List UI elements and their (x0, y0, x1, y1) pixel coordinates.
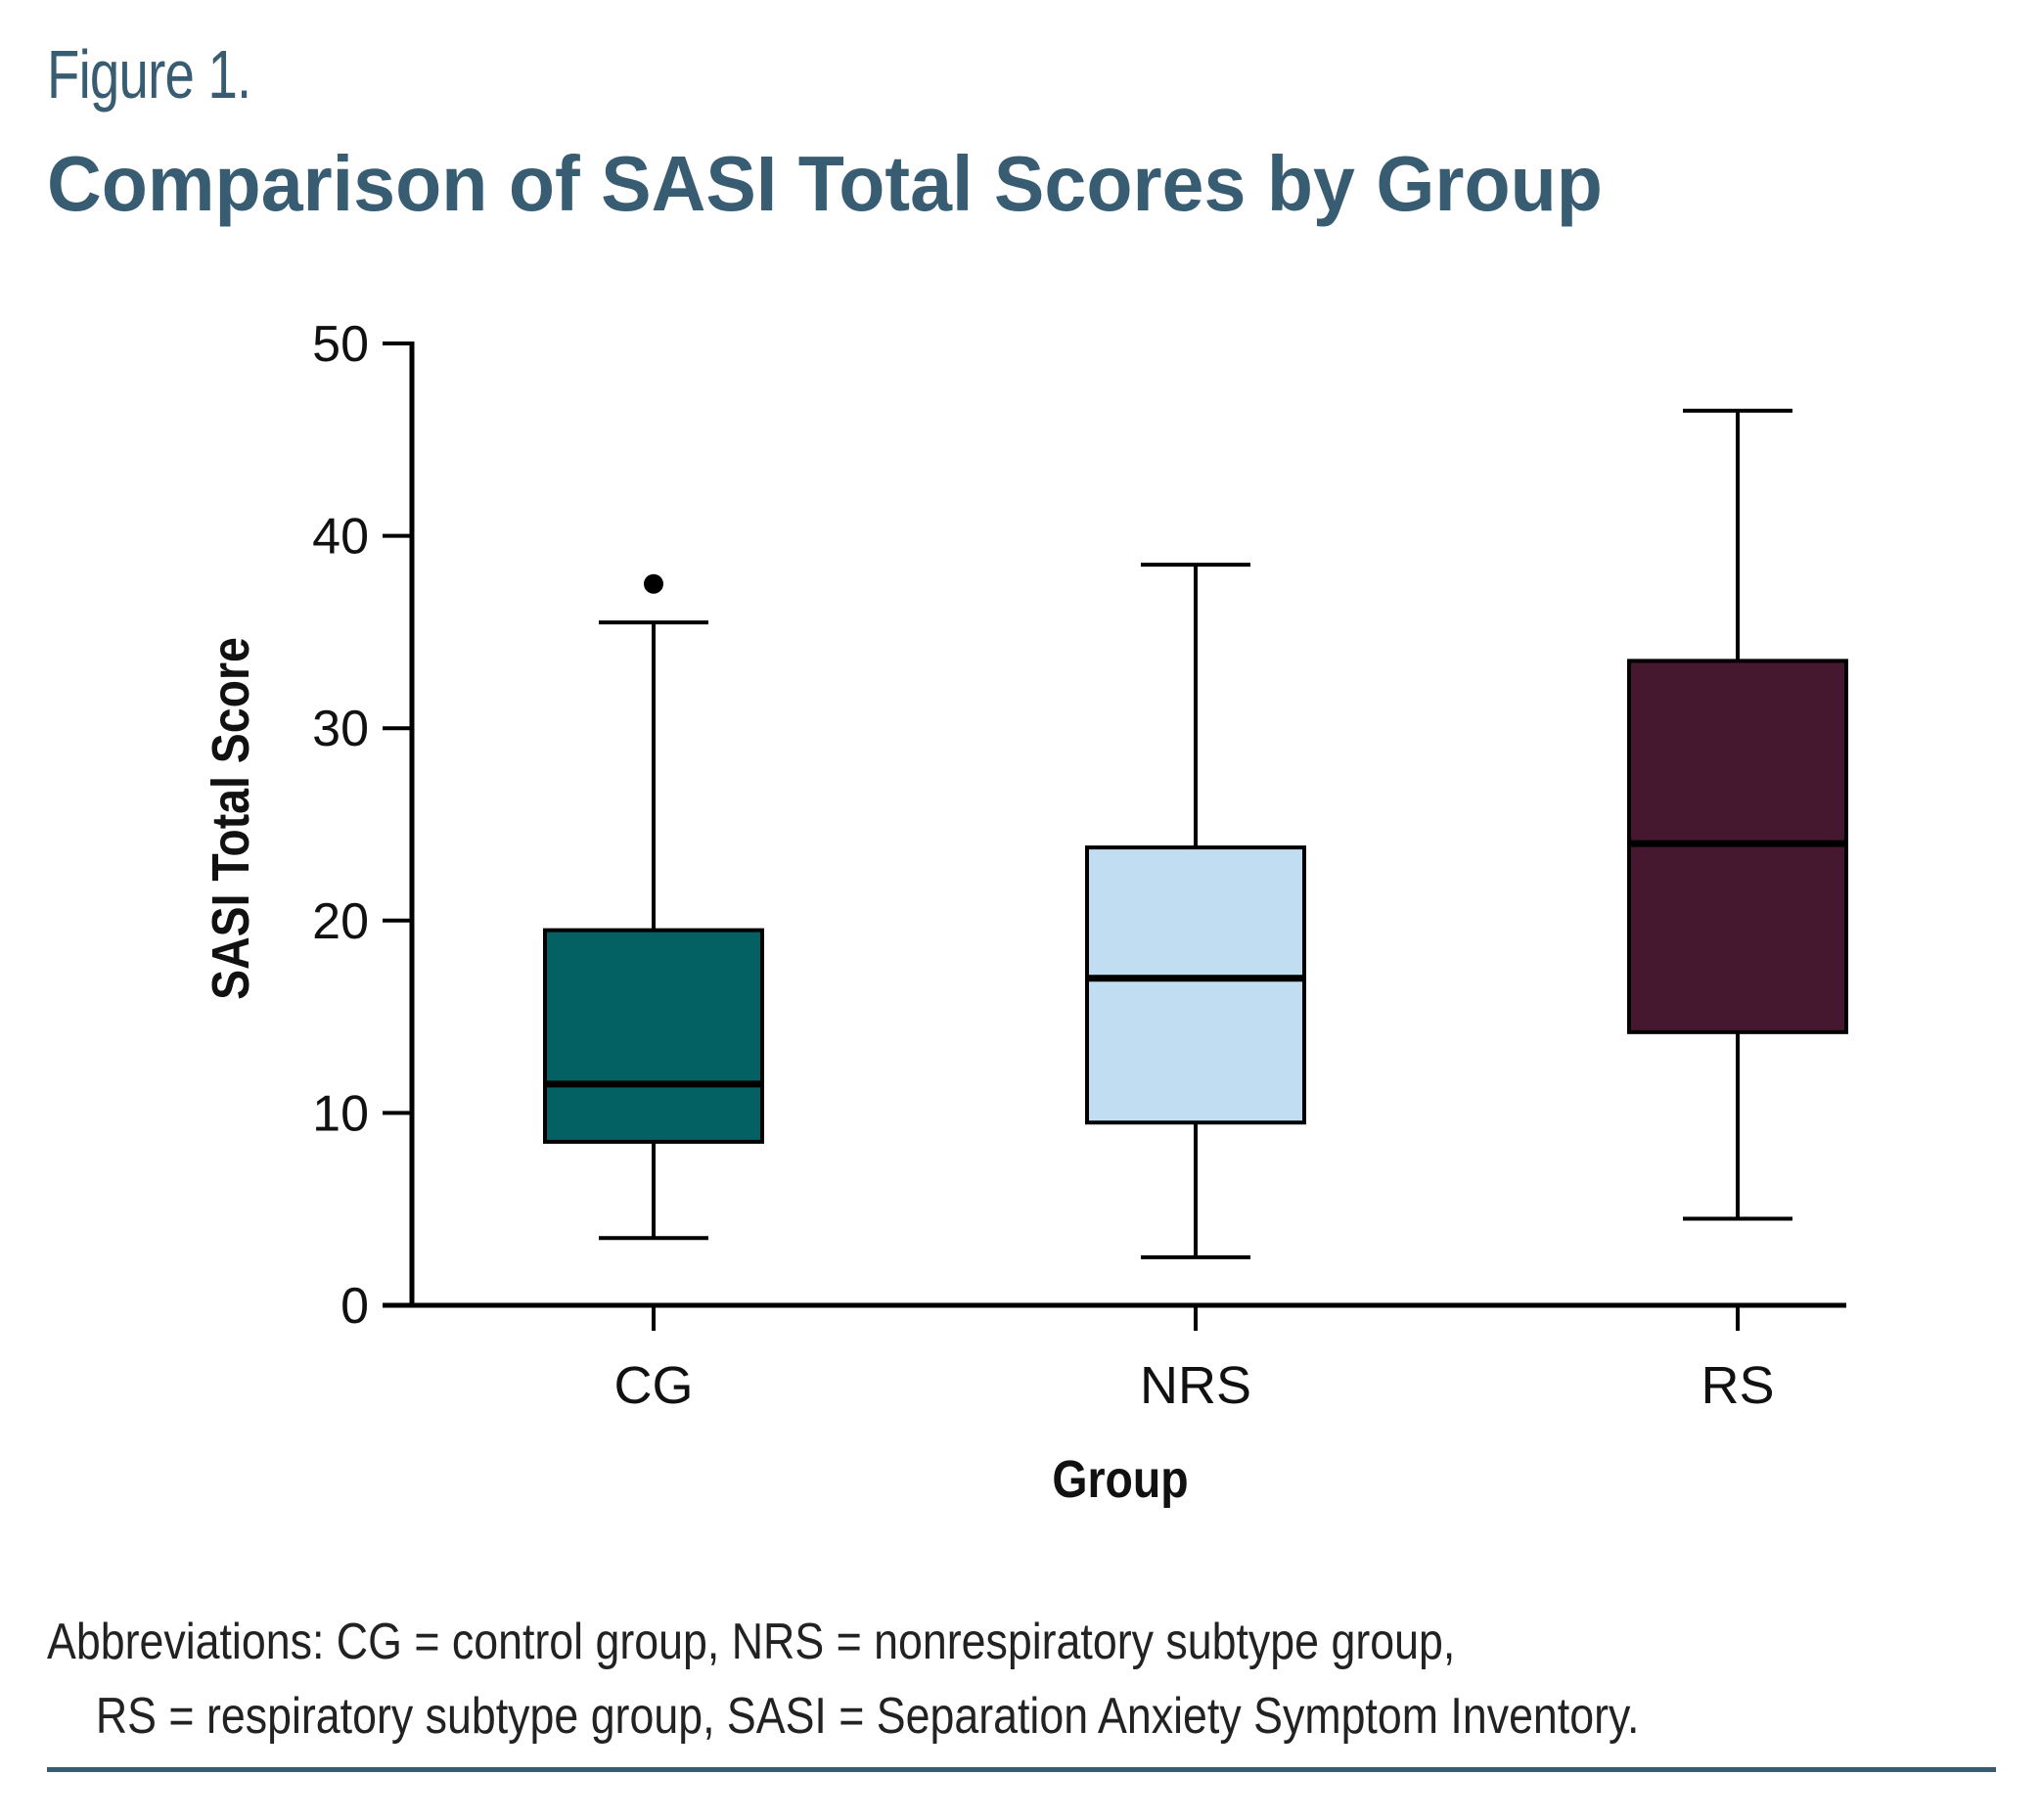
iqr-box (1085, 845, 1306, 1125)
figure-label: Figure 1. (47, 36, 251, 113)
box-nrs (1085, 563, 1306, 1259)
caption-line-1: Abbreviations: CG = control group, NRS =… (47, 1614, 1456, 1670)
y-tick-label: 40 (312, 509, 369, 566)
x-axis: CG NRS RS (383, 1302, 1846, 1415)
x-tick-label: CG (614, 1356, 694, 1415)
y-tick-label: 30 (312, 701, 369, 757)
figure-title: Comparison of SASI Total Scores by Group (47, 140, 1603, 227)
y-tick-label: 0 (340, 1278, 369, 1335)
x-axis-title: Group (1052, 1449, 1188, 1509)
box-rs (1627, 408, 1848, 1221)
boxes (543, 408, 1848, 1259)
outlier-point (644, 573, 663, 594)
x-tick-label: NRS (1140, 1356, 1251, 1415)
x-tick-label: RS (1701, 1356, 1774, 1415)
y-tick-label: 10 (312, 1085, 369, 1142)
y-axis: 0 10 20 30 40 50 (312, 316, 415, 1335)
y-tick-label: 20 (312, 893, 369, 950)
figure-caption: Abbreviations: CG = control group, NRS =… (47, 1605, 1730, 1753)
iqr-box (543, 928, 764, 1144)
bottom-rule (47, 1767, 1996, 1772)
box-cg (543, 573, 764, 1241)
caption-line-2: RS = respiratory subtype group, SASI = S… (95, 1688, 1640, 1745)
boxplot-chart: 0 10 20 30 40 50 CG NRS RS SASI Total Score Gro… (201, 316, 1848, 1509)
y-axis-title: SASI Total Score (201, 637, 260, 1000)
y-tick-label: 50 (312, 316, 369, 373)
